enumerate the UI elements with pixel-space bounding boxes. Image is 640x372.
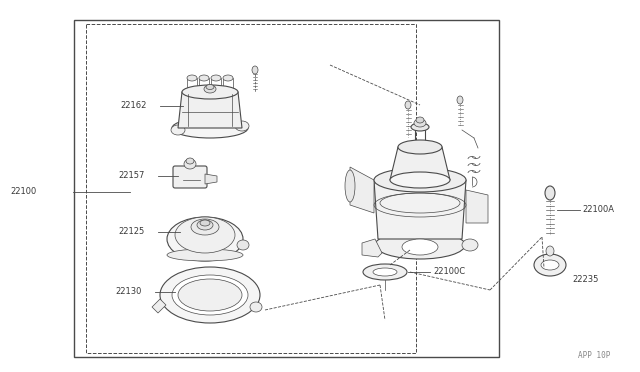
Ellipse shape bbox=[204, 85, 216, 93]
Ellipse shape bbox=[462, 239, 478, 251]
Ellipse shape bbox=[211, 75, 221, 81]
Ellipse shape bbox=[199, 75, 209, 81]
Ellipse shape bbox=[405, 101, 411, 109]
Ellipse shape bbox=[250, 302, 262, 312]
FancyBboxPatch shape bbox=[173, 166, 207, 188]
Ellipse shape bbox=[206, 84, 214, 90]
Ellipse shape bbox=[171, 125, 185, 135]
Bar bbox=[86, 24, 416, 353]
Text: 22125: 22125 bbox=[118, 228, 144, 237]
Ellipse shape bbox=[414, 119, 426, 127]
Ellipse shape bbox=[374, 168, 466, 192]
Ellipse shape bbox=[390, 172, 450, 188]
Ellipse shape bbox=[363, 264, 407, 280]
Ellipse shape bbox=[182, 85, 238, 99]
Ellipse shape bbox=[402, 239, 438, 255]
Ellipse shape bbox=[187, 75, 197, 81]
Ellipse shape bbox=[398, 140, 442, 154]
Ellipse shape bbox=[457, 96, 463, 104]
Ellipse shape bbox=[172, 275, 248, 315]
Polygon shape bbox=[152, 299, 166, 313]
Polygon shape bbox=[374, 180, 466, 239]
Ellipse shape bbox=[191, 219, 219, 235]
Ellipse shape bbox=[252, 66, 258, 74]
Ellipse shape bbox=[178, 279, 242, 311]
Ellipse shape bbox=[167, 249, 243, 261]
Polygon shape bbox=[178, 92, 242, 128]
Ellipse shape bbox=[184, 159, 196, 169]
Ellipse shape bbox=[373, 268, 397, 276]
Text: 22100A: 22100A bbox=[582, 205, 614, 215]
Ellipse shape bbox=[186, 158, 194, 164]
Text: 22130: 22130 bbox=[115, 288, 141, 296]
Polygon shape bbox=[390, 147, 450, 180]
Ellipse shape bbox=[172, 118, 248, 138]
Ellipse shape bbox=[175, 217, 235, 253]
Ellipse shape bbox=[197, 220, 213, 230]
Text: 22100C: 22100C bbox=[433, 267, 465, 276]
Text: 22157: 22157 bbox=[118, 171, 145, 180]
Polygon shape bbox=[466, 190, 488, 223]
Ellipse shape bbox=[237, 240, 249, 250]
Polygon shape bbox=[350, 167, 374, 213]
Ellipse shape bbox=[375, 231, 465, 259]
Ellipse shape bbox=[546, 246, 554, 256]
Ellipse shape bbox=[416, 117, 424, 123]
Bar bbox=[74, 20, 499, 357]
Ellipse shape bbox=[235, 121, 249, 131]
Text: 22100: 22100 bbox=[10, 187, 36, 196]
Ellipse shape bbox=[545, 186, 555, 200]
Ellipse shape bbox=[167, 217, 243, 261]
Ellipse shape bbox=[534, 254, 566, 276]
Ellipse shape bbox=[160, 267, 260, 323]
Polygon shape bbox=[205, 174, 217, 184]
Text: 22162: 22162 bbox=[120, 102, 147, 110]
Ellipse shape bbox=[200, 220, 210, 226]
Text: APP 10P: APP 10P bbox=[578, 351, 610, 360]
Ellipse shape bbox=[223, 75, 233, 81]
Ellipse shape bbox=[345, 170, 355, 202]
Ellipse shape bbox=[411, 123, 429, 131]
Polygon shape bbox=[362, 239, 382, 257]
Ellipse shape bbox=[541, 260, 559, 270]
Text: 22235: 22235 bbox=[572, 276, 598, 285]
